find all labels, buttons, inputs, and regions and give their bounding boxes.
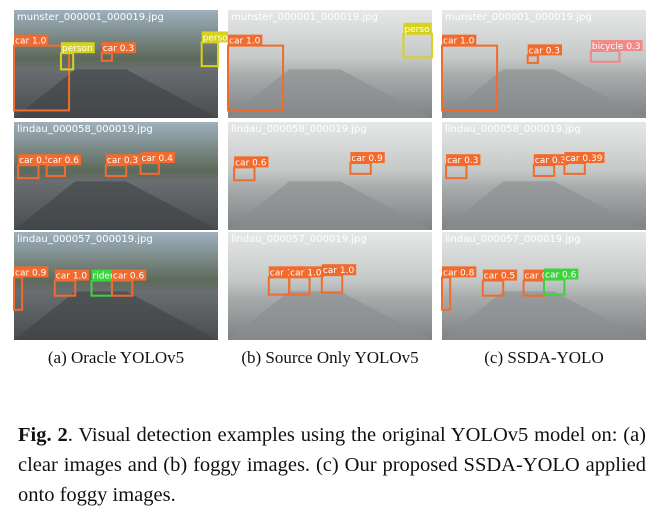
detection-label: car 0.3	[535, 156, 566, 166]
label-bg	[482, 269, 518, 281]
label-bg	[446, 154, 481, 166]
label-bg	[18, 154, 53, 166]
file-name: munster_000001_000019.jpg	[17, 12, 164, 23]
detection-label: car 0.5	[19, 156, 50, 166]
label-bg	[140, 152, 175, 164]
road	[228, 291, 432, 340]
label-bg	[101, 42, 137, 54]
label-bg	[228, 34, 263, 46]
detection-label: bicycle 0.3	[592, 42, 641, 52]
detection-label: car 0.3	[103, 44, 134, 54]
label-bg	[403, 22, 432, 34]
detection-label: car 0.3	[529, 46, 560, 56]
label-bg	[46, 154, 81, 166]
label-bg	[60, 42, 95, 54]
detection-label: rider 0.4	[93, 272, 132, 282]
label-bg	[533, 154, 569, 166]
label-bg	[201, 31, 230, 43]
file-name: lindau_000058_000019.jpg	[445, 124, 581, 135]
detection-label: car 0.3	[447, 156, 478, 166]
label-bg	[523, 269, 558, 281]
file-name: lindau_000058_000019.jpg	[231, 124, 367, 135]
label-bg	[268, 266, 304, 278]
detection-label: perso	[203, 33, 229, 43]
detection-label: car 1.0	[229, 37, 261, 47]
panel-caption: (b) Source Only YOLOv5	[241, 348, 418, 367]
road	[228, 181, 432, 230]
detection-label: perso	[404, 25, 430, 35]
detection-label: car 0.6	[235, 158, 267, 168]
panel-caption: (c) SSDA-YOLO	[484, 348, 603, 367]
label-bg	[54, 269, 90, 281]
detection-label: car 1.0	[443, 37, 475, 47]
road	[442, 291, 646, 340]
file-name: lindau_000057_000019.jpg	[231, 234, 367, 245]
road	[228, 69, 432, 118]
detection-label: car 0.39	[565, 154, 602, 164]
road	[14, 181, 218, 230]
detection-label: car 0.4	[141, 154, 173, 164]
detection-label: car 0.6	[545, 271, 577, 281]
detection-label: car 0.3	[107, 156, 138, 166]
detection-label: car 0.6	[48, 156, 80, 166]
file-name: lindau_000058_000019.jpg	[17, 124, 153, 135]
label-bg	[111, 269, 147, 281]
label-bg	[234, 156, 269, 168]
label-bg	[442, 34, 477, 46]
detection-label: car 0.6	[113, 272, 145, 282]
label-bg	[289, 266, 324, 278]
road	[442, 181, 646, 230]
detection-label: car 0.9	[351, 154, 383, 164]
file-name: lindau_000057_000019.jpg	[445, 234, 581, 245]
detection-label: car 1.0	[56, 272, 88, 282]
figure-caption: Fig. 2. Visual detection examples using …	[18, 420, 646, 510]
detection-label: car 0.4	[525, 272, 557, 282]
detection-label: car 1.0	[270, 268, 302, 278]
label-bg	[590, 40, 643, 52]
file-name: munster_000001_000019.jpg	[231, 12, 378, 23]
label-bg	[527, 44, 563, 56]
detection-label: car 1.0	[15, 37, 47, 47]
label-bg	[564, 152, 605, 164]
label-bg	[321, 264, 357, 276]
road	[442, 69, 646, 118]
figure-caption-text: . Visual detection examples using the or…	[18, 424, 647, 506]
detection-label: car 0.9	[15, 268, 47, 278]
panel-caption: (a) Oracle YOLOv5	[48, 348, 184, 367]
detection-label: car 1.0	[323, 266, 355, 276]
road	[14, 69, 218, 118]
figure-label: Fig. 2	[18, 424, 68, 446]
detection-label: car 0.5	[484, 272, 515, 282]
road	[14, 291, 218, 340]
detection-label: person	[62, 44, 93, 54]
label-bg	[105, 154, 141, 166]
label-bg	[544, 268, 579, 280]
label-bg	[14, 266, 49, 278]
detection-label: car 0.8	[443, 268, 475, 278]
file-name: munster_000001_000019.jpg	[445, 12, 592, 23]
label-bg	[14, 34, 49, 46]
detection-label: car 1.0	[290, 268, 322, 278]
label-bg	[442, 266, 477, 278]
file-name: lindau_000057_000019.jpg	[17, 234, 153, 245]
label-bg	[350, 152, 385, 164]
